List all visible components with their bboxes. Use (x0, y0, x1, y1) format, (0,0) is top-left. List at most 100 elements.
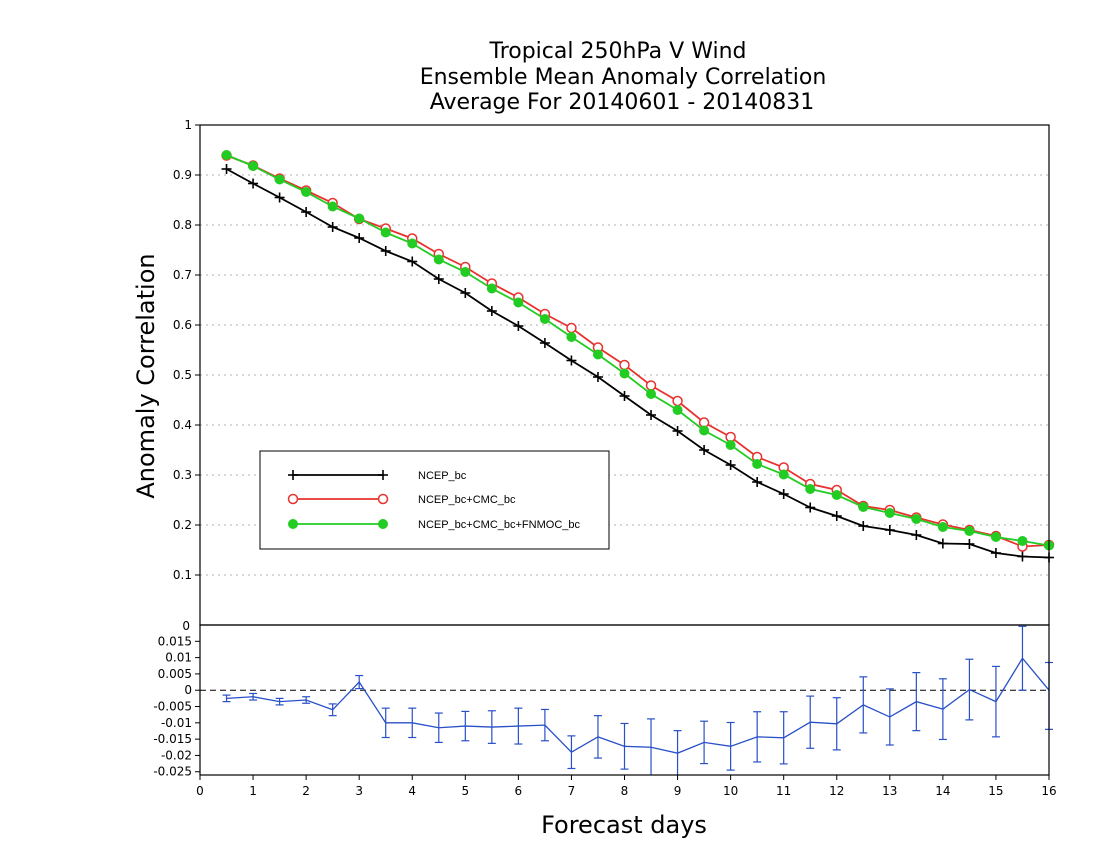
bottom-y-tick-label: -0.005 (153, 700, 192, 714)
error-bar (408, 707, 417, 739)
error-bar (832, 697, 841, 751)
error-bar (1018, 625, 1027, 691)
top-y-axis-ticks: 0.1 0.2 0.3 0.4 0.5 0.6 0.7 0.8 0.9 1 (173, 118, 200, 582)
x-tick-label: 12 (829, 784, 844, 798)
y-axis-title: Anomaly Correlation (132, 253, 160, 498)
x-tick-label: 1 (249, 784, 257, 798)
filled-circle-marker (884, 508, 895, 518)
error-bar (726, 721, 735, 771)
legend-item-3: NCEP_bc+CMC_bc+FNMOC_bc (288, 519, 580, 531)
filled-circle-marker (937, 522, 948, 532)
filled-circle-marker (752, 459, 763, 469)
error-bar (859, 676, 868, 734)
filled-circle-marker (964, 526, 975, 536)
filled-circle-marker (288, 519, 298, 529)
bottom-panel: -0.025 -0.02 -0.015 -0.01 -0.005 0 0.005 0.01 0.… (153, 619, 1056, 798)
error-bar (222, 694, 231, 703)
plus-marker (884, 525, 895, 535)
bottom-y-tick-label: -0.01 (161, 716, 192, 730)
error-bar (753, 711, 762, 763)
filled-circle-marker (831, 490, 842, 500)
x-tick-label: 13 (882, 784, 897, 798)
open-circle-marker (287, 493, 299, 505)
plus-marker (378, 470, 388, 480)
x-tick-label: 14 (935, 784, 950, 798)
filled-circle-marker (619, 368, 630, 379)
x-tick-label: 7 (568, 784, 576, 798)
filled-circle-marker (858, 502, 869, 512)
filled-circle-marker (327, 201, 338, 212)
filled-circle-marker (699, 425, 710, 436)
plus-marker (831, 511, 842, 521)
filled-circle-marker (274, 174, 285, 185)
top-y-tick-label: 1 (184, 118, 192, 132)
legend-item-2: NCEP_bc+CMC_bc (287, 493, 516, 506)
plus-marker (805, 502, 816, 513)
x-tick-label: 6 (515, 784, 523, 798)
series-line-1 (226, 168, 1050, 559)
plus-marker (513, 321, 524, 331)
plus-marker (778, 489, 789, 499)
x-tick-label: 15 (988, 784, 1003, 798)
plus-marker (672, 426, 683, 436)
x-tick-label: 4 (408, 784, 416, 798)
filled-circle-marker (513, 297, 524, 308)
bottom-y-tick-label: 0.015 (158, 634, 192, 648)
plus-marker (539, 338, 550, 348)
open-circle-marker (619, 359, 630, 371)
bottom-top-label: 0 (182, 619, 190, 633)
plus-marker (301, 207, 312, 217)
error-bar (302, 696, 311, 704)
filled-circle-marker (990, 532, 1001, 542)
error-bar (593, 715, 602, 759)
difference-line (226, 657, 1050, 754)
x-axis-ticks: 0 1 2 3 4 5 6 7 8 9 10 11 12 13 14 15 16 (196, 775, 1057, 798)
x-tick-label: 9 (674, 784, 682, 798)
filled-circle-marker (407, 238, 418, 249)
top-series-group (221, 150, 1055, 563)
filled-circle-marker (354, 213, 365, 224)
plus-marker (274, 192, 285, 203)
filled-circle-marker (301, 187, 312, 197)
error-bar (487, 710, 496, 744)
legend-label: NCEP_bc+CMC_bc (418, 494, 516, 506)
plus-marker (858, 521, 869, 531)
x-tick-label: 10 (723, 784, 738, 798)
error-bar (540, 708, 549, 742)
x-tick-label: 5 (461, 784, 469, 798)
error-bar (328, 703, 337, 717)
x-tick-label: 8 (621, 784, 629, 798)
error-bar (249, 692, 258, 701)
error-bar (806, 695, 815, 749)
open-circle-marker (377, 493, 389, 505)
error-bar (620, 722, 629, 770)
plus-marker (433, 274, 444, 284)
error-bar (514, 707, 523, 745)
filled-circle-marker (646, 389, 657, 399)
plus-marker (566, 355, 577, 366)
filled-circle-marker (221, 150, 232, 160)
filled-circle-marker (672, 405, 683, 415)
top-y-tick-label: 0.7 (173, 268, 192, 282)
x-tick-label: 16 (1041, 784, 1056, 798)
filled-circle-marker (486, 283, 497, 294)
top-y-tick-label: 0.6 (173, 318, 192, 332)
top-y-tick-label: 0.5 (173, 368, 192, 382)
filled-circle-marker (592, 349, 603, 360)
chart-title-line-2: Ensemble Mean Anomaly Correlation (420, 65, 827, 90)
error-bar (779, 711, 788, 765)
plus-marker (964, 539, 975, 549)
bottom-y-tick-label: -0.015 (153, 732, 192, 746)
x-tick-label: 2 (302, 784, 310, 798)
series-markers-3 (221, 150, 1054, 551)
top-y-tick-label: 0.2 (173, 518, 192, 532)
legend-item-1: NCEP_bc (288, 470, 467, 482)
plus-marker (990, 548, 1001, 558)
top-y-tick-label: 0.4 (173, 418, 192, 432)
bottom-y-tick-label: -0.02 (161, 748, 192, 762)
bottom-y-tick-label: 0.005 (158, 667, 192, 681)
plus-marker (288, 470, 298, 480)
plus-marker (486, 306, 497, 316)
plus-marker (725, 460, 736, 470)
